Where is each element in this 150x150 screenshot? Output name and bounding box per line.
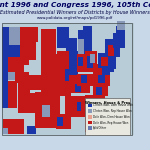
Bar [94,72,110,86]
Bar [98,52,114,68]
Bar [87,56,93,68]
Bar [93,64,104,75]
Bar [64,69,70,81]
Bar [110,66,114,72]
Bar [88,103,92,107]
Bar [4,93,8,108]
Bar [56,114,70,129]
Bar [105,39,120,57]
Bar [70,82,90,93]
Bar [34,92,60,128]
Bar [98,123,103,132]
Text: Dole Won, Dem House Won: Dole Won, Dem House Won [93,115,130,119]
Bar [96,87,102,94]
Bar [40,40,56,54]
Bar [8,81,16,108]
Text: www.polidata.org/ref/maps/pd1996.pdf: www.polidata.org/ref/maps/pd1996.pdf [37,16,113,20]
Bar [64,96,75,117]
Bar [3,128,8,134]
Bar [24,42,36,60]
Bar [102,66,110,75]
Text: Winners, House & Pres.: Winners, House & Pres. [85,100,131,105]
Bar [30,128,36,134]
Bar [82,26,91,38]
Bar [90,118,98,129]
Bar [57,27,69,48]
Bar [2,22,134,135]
Bar [88,115,92,119]
Bar [76,74,94,86]
Bar [20,42,28,64]
Bar [69,51,78,75]
Bar [85,94,98,116]
Bar [78,57,82,66]
Bar [117,21,124,30]
Bar [2,22,132,135]
Bar [18,72,28,90]
Text: Clinton Won, Rep House Won: Clinton Won, Rep House Won [93,109,132,113]
Bar [87,99,92,110]
Bar [8,72,16,80]
Bar [18,90,30,112]
Text: President 1996 and Congress 1996, 105th Congress: President 1996 and Congress 1996, 105th … [0,2,150,8]
Text: Clinton Won, Dem House Won: Clinton Won, Dem House Won [93,103,133,107]
Bar [40,28,56,40]
Bar [76,102,81,111]
Bar [8,57,20,72]
Bar [76,54,85,72]
Bar [108,57,116,69]
Bar [2,57,8,82]
Bar [88,109,92,113]
Bar [69,75,76,86]
Bar [88,126,92,130]
Bar [40,80,60,93]
Bar [100,57,108,66]
Bar [108,45,114,56]
Bar [90,54,94,63]
Bar [2,82,8,108]
Bar [85,51,98,72]
Bar [57,51,72,66]
Bar [3,118,24,134]
Text: Dole Won, Rep House Won: Dole Won, Rep House Won [93,121,128,124]
Bar [78,30,92,54]
Bar [0,0,150,22]
Bar [57,84,70,96]
Bar [40,54,57,66]
Bar [93,84,108,96]
Bar [9,27,20,45]
Bar [15,60,24,82]
Bar [9,45,20,57]
Bar [78,39,84,54]
Bar [2,27,9,57]
Bar [112,33,124,48]
Text: Split/Other: Split/Other [93,126,107,130]
Bar [57,66,72,84]
Bar [98,74,105,82]
Bar [75,96,86,117]
Bar [88,121,92,124]
Bar [66,38,76,56]
Bar [75,84,81,92]
Bar [81,75,87,82]
Bar [85,98,130,135]
Text: Estimated Presidential Winners of Districts by House Winners: Estimated Presidential Winners of Distri… [0,10,150,15]
Bar [40,66,57,80]
Bar [27,126,34,134]
Bar [20,27,38,42]
Bar [27,75,40,90]
Bar [57,117,63,126]
Bar [42,105,50,117]
Bar [116,26,124,38]
Bar [85,114,105,132]
Bar [27,93,39,112]
Bar [94,94,105,108]
